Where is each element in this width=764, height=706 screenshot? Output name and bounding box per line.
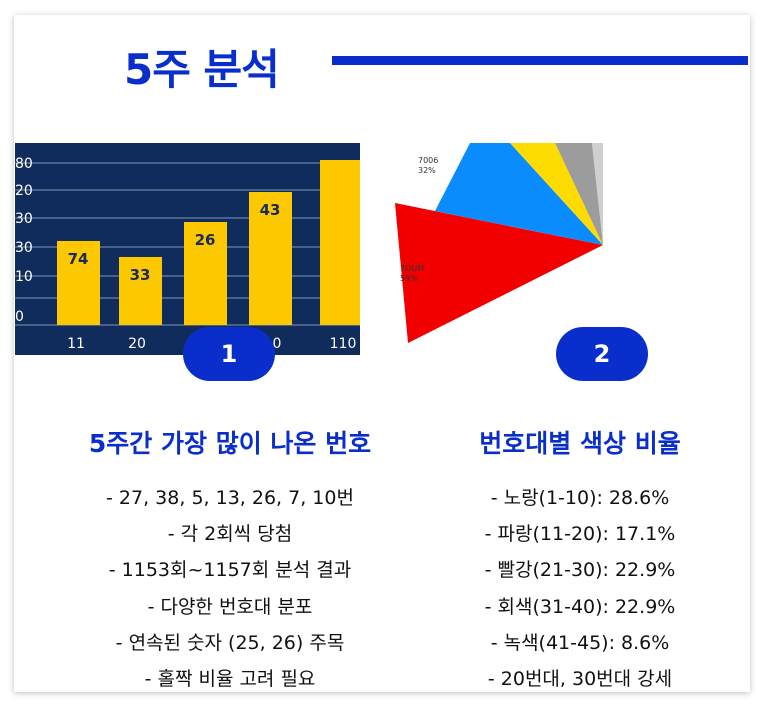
bar-label: 26 (195, 231, 216, 249)
badge: 2 (556, 327, 648, 381)
bar-label: 74 (68, 250, 89, 268)
bar-label: 33 (130, 266, 151, 284)
list-item: - 회색(31-40): 22.9% (484, 595, 676, 618)
list-item: - 27, 38, 5, 13, 26, 7, 10번 (106, 487, 354, 509)
axis-label: 20 (15, 183, 33, 199)
axis-label: 10 (15, 269, 33, 285)
slice-label: 7006 (418, 156, 438, 165)
list-item: - 빨강(21-30): 22.9% (484, 559, 676, 582)
axis-label: 11 (67, 336, 85, 352)
slice-label: 7OUM (400, 264, 424, 273)
slice-label: 59% (400, 274, 418, 283)
bullet-list: - 27, 38, 5, 13, 26, 7, 10번 - 각 2회씩 당첨 - 1… (40, 480, 420, 697)
badge: 1 (183, 327, 275, 381)
list-item: - 다양한 번호대 분포 (147, 595, 313, 618)
list-item: - 1153회~1157회 분석 결과 (108, 559, 352, 582)
list-item: - 각 2회씩 당첨 (167, 523, 293, 546)
bar (119, 257, 162, 325)
title: 5주 분석 (124, 45, 280, 94)
axis-label: 20 (128, 336, 146, 352)
list-item: - 연속된 숫자 (25, 26) 주목 (115, 631, 345, 654)
axis-label: 0 (15, 309, 24, 325)
column-heading: 번호대별 색상 비율 (479, 429, 681, 458)
bar (320, 160, 360, 325)
list-item: - 홀짝 비율 고려 필요 (144, 667, 316, 690)
list-item: - 노랑(1-10): 28.6% (490, 487, 670, 509)
axis-label: 110 (330, 336, 357, 352)
title-rule (332, 56, 748, 65)
bar-image: 80 20 30 30 10 0 74 33 26 43 11 20 0 110 (15, 143, 360, 355)
list-item: - 20번대, 30번대 강세 (487, 667, 673, 690)
bar-label: 43 (260, 201, 281, 219)
slice-label: 32% (418, 166, 436, 175)
column-heading: 5주간 가장 많이 나온 번호 (88, 429, 372, 458)
axis-label: 80 (15, 156, 33, 172)
list-item: - 녹색(41-45): 8.6% (490, 631, 670, 654)
bar (184, 222, 227, 325)
bullet-list: - 노랑(1-10): 28.6% - 파랑(11-20): 17.1% - 빨강(… (390, 480, 764, 697)
bar (249, 192, 292, 325)
axis-label: 0 (273, 336, 282, 352)
axis-label: 30 (15, 211, 33, 227)
bar (57, 241, 100, 325)
list-item: - 파랑(11-20): 17.1% (484, 523, 676, 546)
axis-label: 30 (15, 240, 33, 256)
